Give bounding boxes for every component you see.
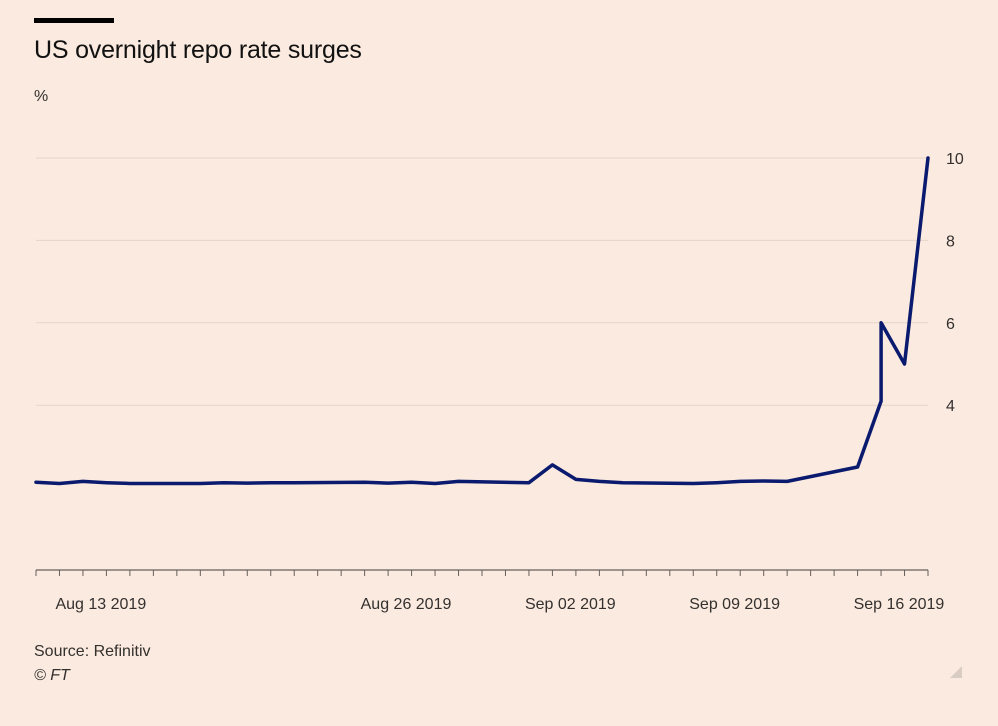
y-tick-label: 4	[946, 398, 955, 415]
y-axis-unit-label: %	[34, 88, 49, 105]
y-tick-label: 6	[946, 316, 955, 333]
x-tick-label: Sep 02 2019	[525, 596, 616, 613]
series-group	[34, 156, 930, 486]
y-tick-label: 10	[946, 151, 964, 168]
x-tick-label: Aug 13 2019	[55, 596, 146, 613]
x-axis: Aug 13 2019 Aug 26 2019 Sep 02 2019 Sep 09 …	[35, 569, 945, 613]
y-tick-label: 8	[946, 233, 955, 250]
y-tick-labels: 4 6 8 10	[946, 151, 964, 415]
gridlines	[36, 157, 928, 406]
copyright-note: © FT	[34, 667, 70, 684]
x-tick-label: Aug 26 2019	[361, 596, 452, 613]
title-accent-bar	[34, 18, 114, 23]
series-line-repo-rate	[34, 156, 930, 486]
resize-corner	[950, 666, 962, 678]
chart-title: US overnight repo rate surges	[34, 36, 362, 64]
source-note: Source: Refinitiv	[34, 643, 151, 660]
x-tick-label: Sep 16 2019	[854, 596, 945, 613]
x-tick-label: Sep 09 2019	[689, 596, 780, 613]
